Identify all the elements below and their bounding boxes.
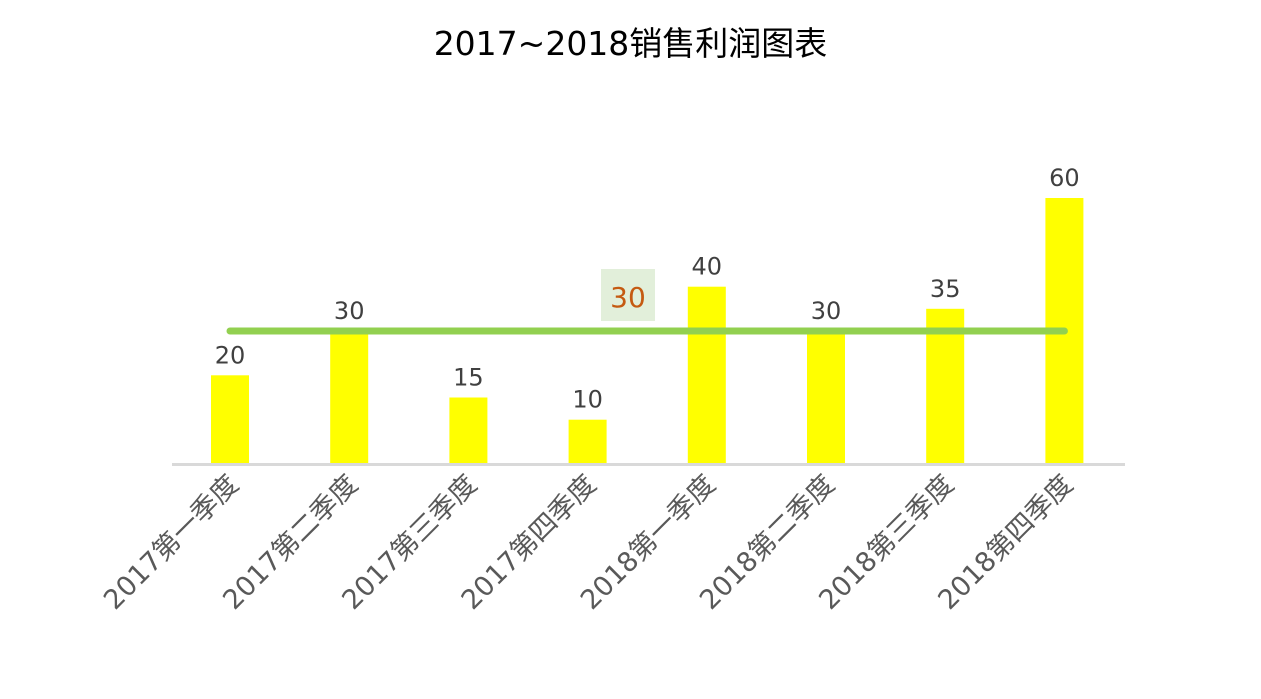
data-label: 10 [572,386,603,414]
data-labels-layer: 20 30 15 10 40 30 35 60 [215,164,1080,414]
bar [687,286,726,464]
bar [926,308,965,464]
data-label: 20 [215,341,246,369]
data-label: 60 [1049,164,1080,192]
bar [807,331,845,464]
bar [568,419,607,464]
bar [449,397,488,464]
chart-title: 2017~2018销售利润图表 [433,24,828,63]
bar [211,375,249,464]
data-label: 30 [811,297,842,325]
data-label: 15 [453,364,484,392]
data-label: 30 [334,297,365,325]
data-label: 35 [930,275,961,303]
x-tick-labels-layer: 2017第一季度2017第二季度2017第三季度2017第四季度2018第一季度… [98,469,1079,616]
data-label: 40 [692,253,723,281]
reference-label-box [601,269,655,321]
reference-label: 30 [610,281,646,314]
bar [330,331,369,464]
reference-line-layer: 30 [226,269,1068,335]
